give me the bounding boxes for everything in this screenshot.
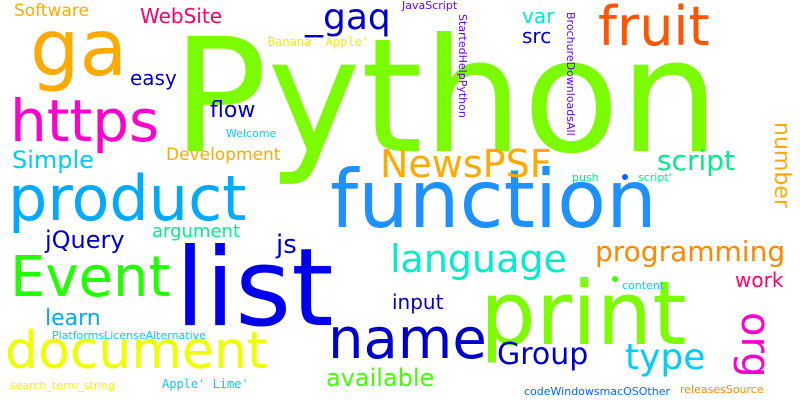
word-type: type <box>625 337 706 378</box>
word-var: var <box>522 4 555 28</box>
word-javascript: JavaScript <box>402 0 458 12</box>
word-codewindowsmacosother: codeWindowsmacOSOther <box>524 385 671 398</box>
word-work: work <box>735 268 784 292</box>
word-platformslicensealternative: PlatformsLicenseAlternative <box>52 329 206 342</box>
word-programming: programming <box>595 235 786 268</box>
word-apple-lime: Apple' Lime' <box>162 377 249 391</box>
blue-dot <box>622 174 628 180</box>
word-gaq: _gaq <box>305 0 391 38</box>
word-fruit: fruit <box>598 0 710 58</box>
word-newspsf: NewsPSF <box>380 142 552 186</box>
word-src: src <box>522 24 552 48</box>
word-script: script <box>657 144 736 177</box>
word-script-quote: script' <box>638 171 672 184</box>
word-website: WebSite <box>140 4 223 28</box>
word-search-term-string: search_term_string <box>10 379 116 392</box>
word-content: content <box>622 279 665 292</box>
word-available: available <box>326 364 435 392</box>
word-welcome: Welcome <box>226 127 277 140</box>
word-group: Group <box>497 337 589 372</box>
word-org: org <box>732 312 778 378</box>
word-learn: learn <box>45 306 101 331</box>
word-language: language <box>390 237 567 281</box>
word-jquery: jQuery <box>45 226 125 254</box>
word-argument: argument <box>152 221 241 242</box>
word-easy: easy <box>130 66 177 90</box>
word-document: document <box>5 321 268 381</box>
green-dot <box>612 276 618 282</box>
word-banana-apple: Banana' Apple' <box>268 35 370 49</box>
word-number: number <box>769 122 794 208</box>
word-brochuredownloadsall: BrochureDownloadsAll <box>564 12 577 136</box>
word-product: product <box>8 162 247 235</box>
word-function: function <box>330 153 657 246</box>
word-name: name <box>328 307 487 372</box>
word-simple: Simple <box>12 146 94 174</box>
word-list: list <box>175 226 334 351</box>
word-push: push <box>572 171 599 184</box>
word-releasessource: releasesSource <box>680 383 764 396</box>
word-ga: ga <box>30 4 128 94</box>
word-event: Event <box>10 245 171 310</box>
word-https: https <box>10 87 160 155</box>
word-js: js <box>276 230 297 260</box>
word-print: print <box>480 262 687 365</box>
word-development: Development <box>166 145 281 165</box>
word-input: input <box>392 290 444 314</box>
word-startedhelppython: StartedHelpPython <box>456 14 469 118</box>
word-software: Software <box>14 1 89 21</box>
word-python: Python <box>172 5 720 189</box>
word-flow: flow <box>210 98 256 123</box>
